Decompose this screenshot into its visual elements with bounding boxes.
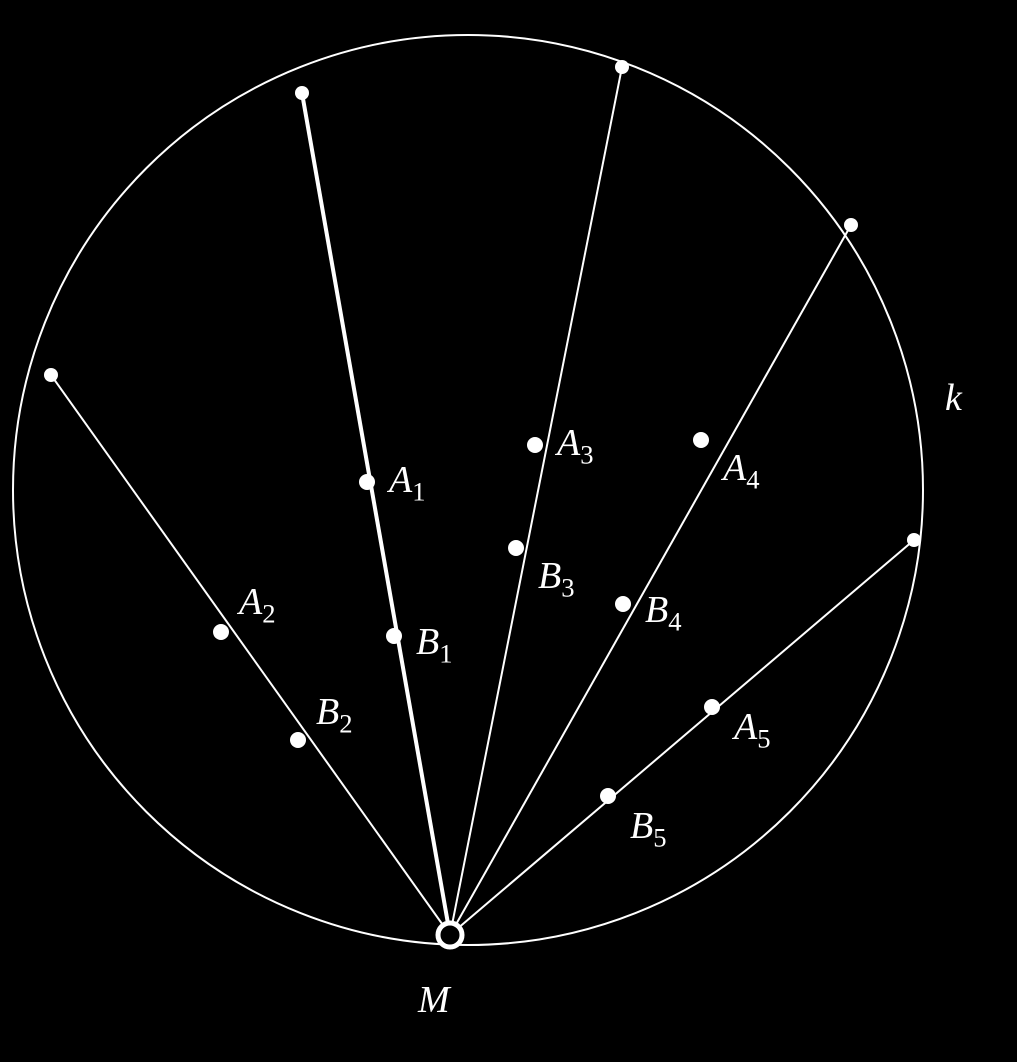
point-B3 bbox=[508, 540, 524, 556]
label-M: M bbox=[417, 979, 452, 1021]
point-A2 bbox=[213, 624, 229, 640]
point-B2 bbox=[290, 732, 306, 748]
chord-4-endpoint bbox=[844, 218, 858, 232]
point-B4 bbox=[615, 596, 631, 612]
chord-3-endpoint bbox=[615, 60, 629, 74]
chord-5-endpoint bbox=[907, 533, 921, 547]
geometric-diagram: A1B1A2B2A3B3A4B4A5B5kM bbox=[0, 0, 1017, 1062]
point-A5 bbox=[704, 699, 720, 715]
point-B5 bbox=[600, 788, 616, 804]
point-A4 bbox=[693, 432, 709, 448]
chord-2-endpoint bbox=[44, 368, 58, 382]
background bbox=[0, 0, 1017, 1062]
label-k: k bbox=[945, 377, 963, 419]
point-A1 bbox=[359, 474, 375, 490]
point-A3 bbox=[527, 437, 543, 453]
point-B1 bbox=[386, 628, 402, 644]
chord-1-endpoint bbox=[295, 86, 309, 100]
point-M bbox=[438, 923, 462, 947]
